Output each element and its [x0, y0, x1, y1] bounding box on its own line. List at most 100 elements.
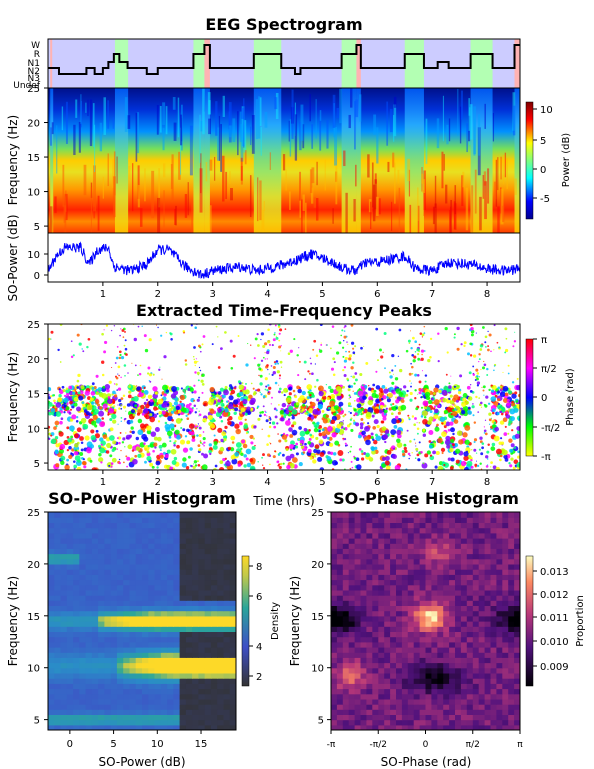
peak-point [238, 409, 241, 412]
so-phase-hist-cell [472, 667, 480, 674]
so-power-hist-cell [204, 553, 212, 560]
so-power-hist-cell [154, 709, 162, 715]
so-power-hist-cell [217, 678, 225, 684]
peak-point [395, 396, 398, 399]
so-power-hist-cell [129, 605, 137, 612]
so-power-hist-cell [73, 569, 80, 575]
so-power-hist-cell [54, 688, 62, 695]
peak-point [321, 409, 325, 413]
so-power-hist-cell [192, 532, 199, 539]
peak-point [194, 326, 197, 329]
peak-point [414, 351, 417, 353]
so-phase-hist-cell [331, 693, 338, 700]
peak-point [496, 341, 499, 344]
so-power-hist-cell [185, 563, 193, 570]
so-power-hist-cell [204, 605, 212, 612]
so-phase-hist-cell [390, 615, 397, 622]
so-phase-hist-cell [342, 631, 350, 638]
so-power-hist-cell [223, 527, 231, 534]
so-phase-hist-cell [514, 621, 520, 627]
peak-point [297, 374, 300, 377]
peak-point [433, 399, 440, 406]
peak-point [166, 449, 171, 454]
peak-point [312, 459, 317, 464]
peak-point [436, 404, 441, 408]
so-power-hist-cell [148, 589, 156, 596]
peak-point [441, 422, 444, 425]
so-phase-hist-cell [508, 672, 515, 679]
so-phase-hist-cell [460, 693, 468, 700]
so-phase-hist-cell [514, 626, 520, 632]
peak-point [182, 447, 189, 453]
so-power-hist-x-tick: 10 [151, 739, 164, 750]
so-power-hist-cell [73, 657, 80, 664]
peak-point [417, 393, 419, 395]
so-power-hist-cell [154, 667, 162, 674]
so-power-hist-cell [104, 605, 112, 612]
so-power-hist-cell [79, 579, 87, 586]
peak-point [57, 348, 60, 352]
so-phase-hist-cell [401, 621, 409, 627]
so-phase-hist-cell [354, 615, 362, 622]
peak-point [109, 427, 114, 432]
so-phase-hist-cell [401, 719, 409, 726]
spectrogram-streak [479, 196, 482, 231]
peak-point [408, 342, 411, 345]
peak-point [422, 429, 425, 432]
peak-point [341, 329, 344, 332]
so-phase-hist-cell [484, 641, 492, 648]
peak-point [159, 366, 161, 368]
peak-point [297, 388, 302, 394]
so-power-hist-cell [210, 698, 218, 705]
spectrogram-streak [144, 168, 146, 202]
peak-point [107, 413, 110, 416]
so-power-hist-cell [79, 563, 87, 570]
peak-point [328, 385, 332, 390]
so-phase-hist-cell [490, 610, 497, 617]
peak-point [203, 402, 207, 406]
so-phase-hist-cell [466, 667, 474, 674]
so-phase-hist-cell [496, 631, 503, 638]
so-power-hist-cell [160, 527, 168, 534]
so-phase-hist-cell [466, 636, 474, 643]
spectrogram-streak [208, 118, 211, 135]
peak-point [298, 426, 302, 430]
peak-point [449, 466, 454, 470]
so-power-hist-cell [54, 714, 62, 721]
peak-point [313, 339, 317, 343]
so-power-hist-cell [142, 512, 149, 518]
so-power-hist-cell [148, 543, 156, 549]
peak-point [149, 413, 153, 417]
so-power-hist-cell [73, 693, 80, 700]
peak-point [372, 425, 377, 430]
peak-point [453, 442, 459, 448]
peak-point [278, 384, 280, 386]
so-phase-hist-cell [484, 693, 492, 700]
so-power-hist-cell [60, 636, 68, 643]
so-power-hist-cell [79, 558, 87, 565]
so-power-hist-cell [85, 517, 93, 523]
so-power-hist-cell [148, 672, 156, 679]
so-phase-hist-cell [378, 714, 385, 721]
peak-point [177, 409, 182, 414]
peak-point [117, 404, 119, 406]
so-phase-hist-cell [390, 626, 397, 632]
peak-point [393, 447, 396, 450]
so-phase-hist-cell [348, 626, 356, 632]
so-power-hist-cell [48, 647, 55, 653]
so-phase-hist-cell [348, 600, 356, 606]
peak-point [117, 373, 119, 375]
so-power-hist-cell [210, 672, 218, 679]
so-power-hist-cell [73, 522, 80, 529]
peak-point [330, 394, 336, 399]
so-phase-hist-cell [360, 698, 367, 705]
peak-point [484, 341, 487, 344]
so-power-hist-cell [104, 693, 112, 700]
so-phase-hist-cell [431, 647, 438, 653]
peak-point [273, 425, 277, 429]
so-power-hist-cell [192, 517, 199, 523]
peak-point [510, 416, 515, 422]
so-power-hist-cell [54, 548, 62, 555]
so-phase-hist-cell [490, 636, 497, 643]
so-power-hist-cell [48, 641, 55, 648]
